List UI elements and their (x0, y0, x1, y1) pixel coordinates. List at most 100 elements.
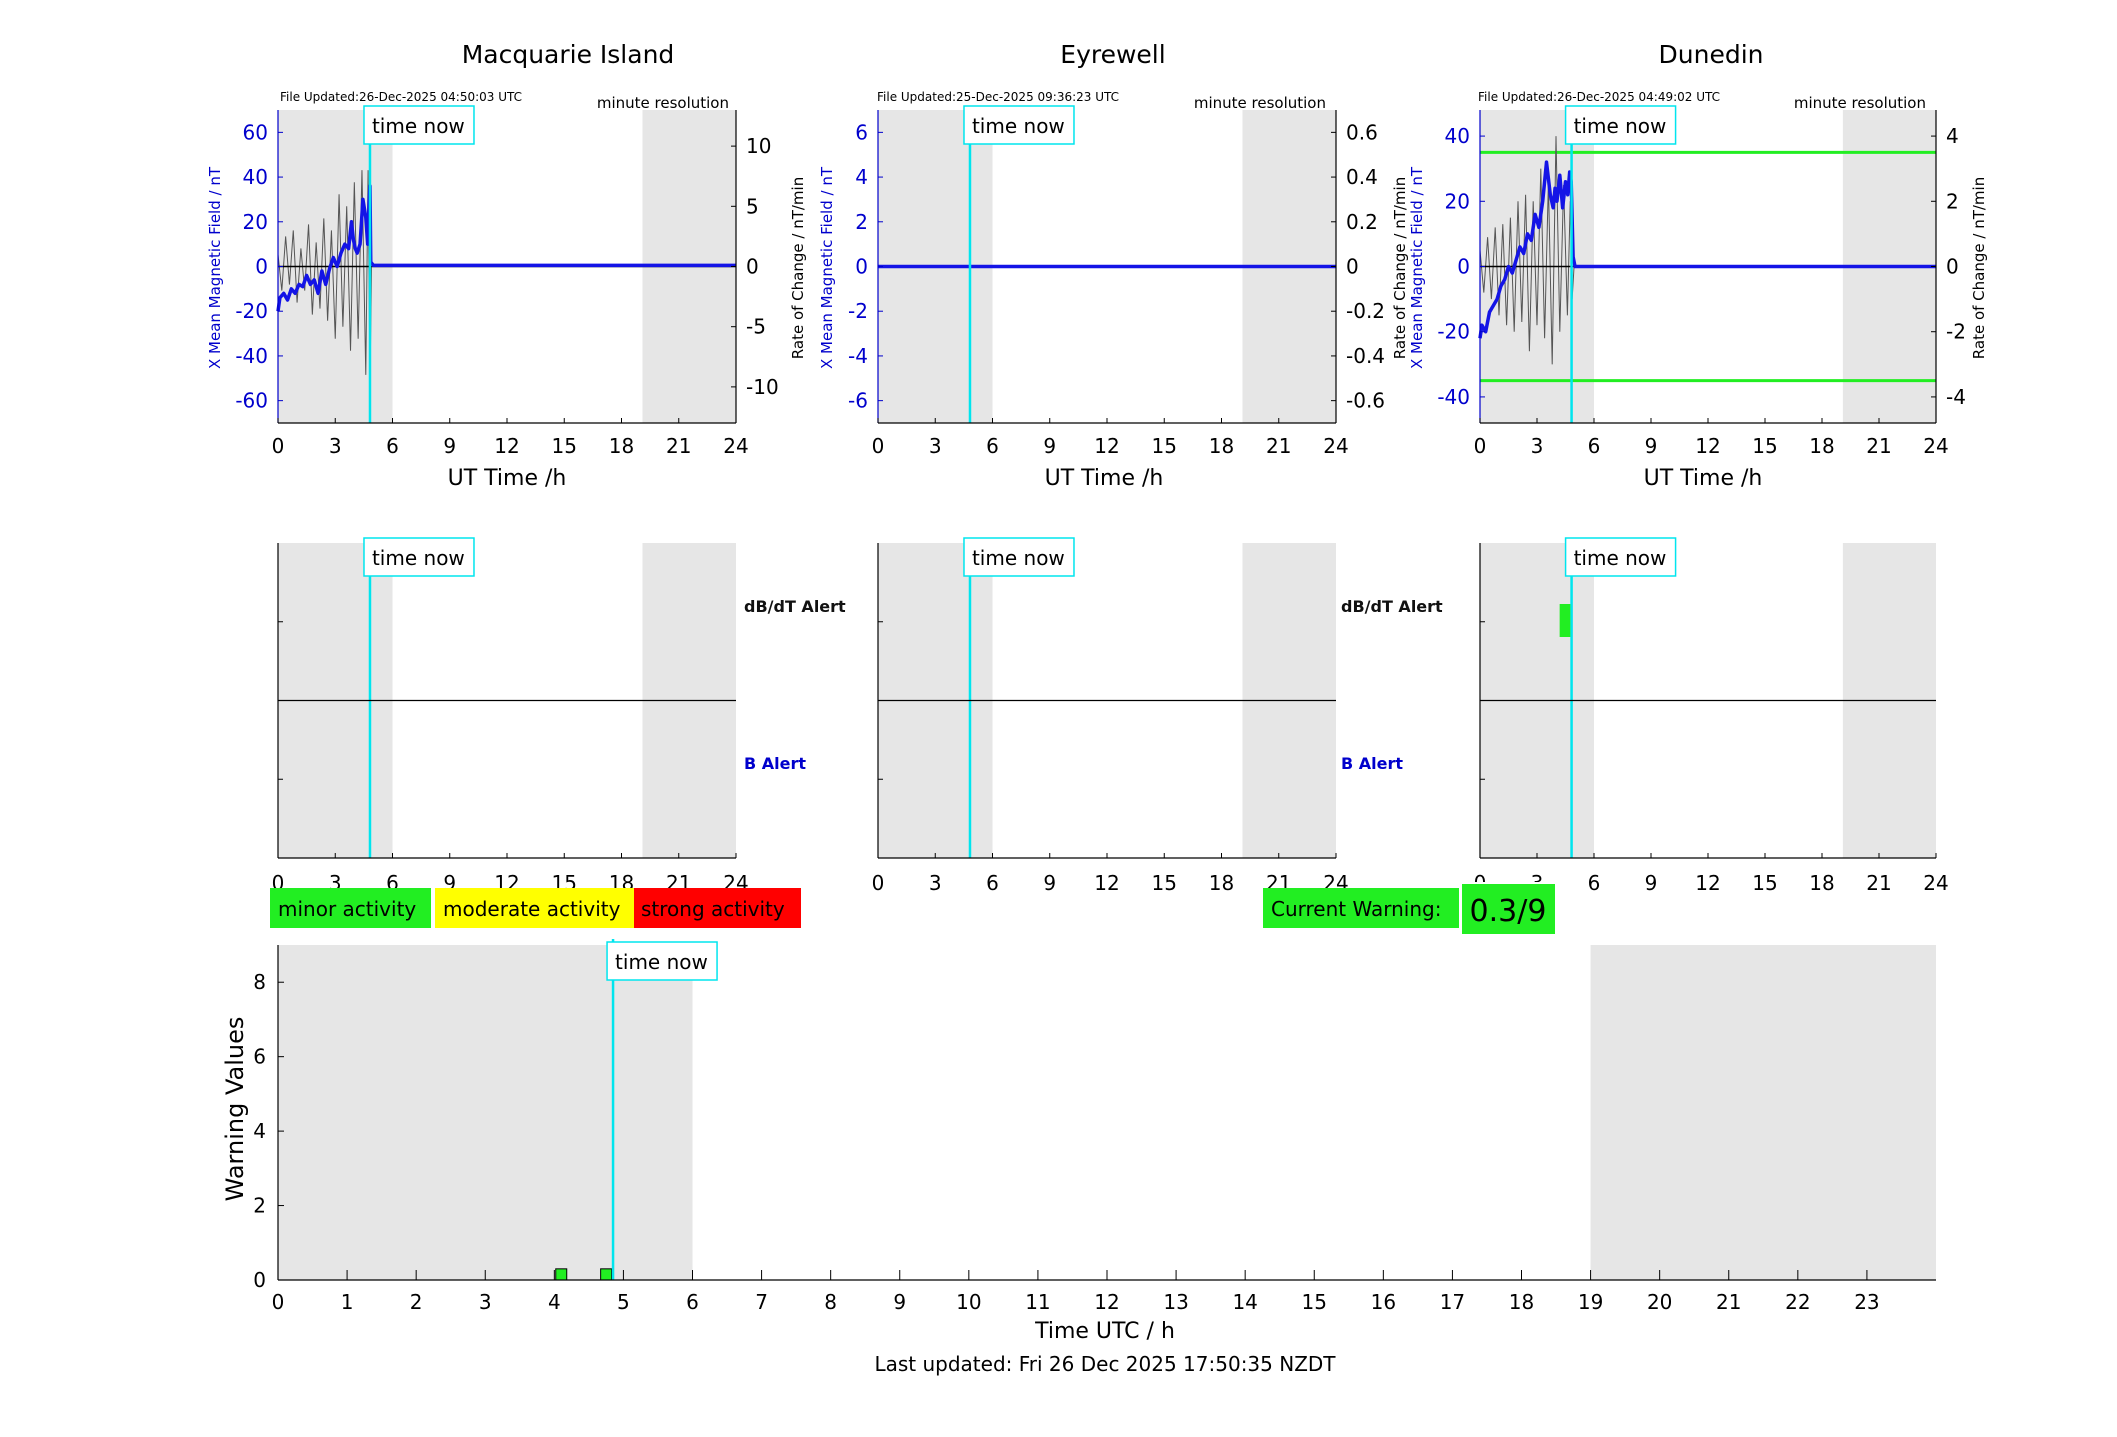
time-now-label: time now (372, 114, 465, 138)
x-tick-label: 9 (1043, 871, 1056, 895)
station-title: Eyrewell (1060, 40, 1165, 69)
y-tick-label-left: 60 (243, 120, 268, 144)
x-tick-label: 3 (329, 434, 342, 458)
station-title: Dunedin (1659, 40, 1764, 69)
y-tick-label-left: 0 (1457, 255, 1470, 279)
warning-y-tick-label: 0 (253, 1268, 266, 1292)
x-tick-label: 15 (552, 434, 577, 458)
warning-x-tick-label: 14 (1232, 1290, 1257, 1314)
warning-y-tick-label: 2 (253, 1194, 266, 1218)
x-tick-label: 6 (986, 434, 999, 458)
y-tick-label-left: 2 (855, 210, 868, 234)
y-tick-label-left: -6 (848, 389, 868, 413)
y-tick-label-right: -4 (1946, 385, 1966, 409)
x-tick-label: 12 (1695, 434, 1720, 458)
legend-strong-label: strong activity (641, 897, 785, 921)
y-tick-label-right: -0.6 (1346, 389, 1385, 413)
x-tick-label: 0 (1474, 434, 1487, 458)
y-tick-label-left: 0 (855, 255, 868, 279)
y-tick-label-left: -40 (1437, 385, 1470, 409)
warning-x-tick-label: 23 (1854, 1290, 1879, 1314)
x-tick-label: 21 (1866, 434, 1891, 458)
warning-x-tick-label: 10 (956, 1290, 981, 1314)
x-tick-label: 15 (1152, 871, 1177, 895)
legend-strong-swatch (634, 888, 801, 928)
x-tick-label: 21 (1866, 871, 1891, 895)
dbdt-alert-mark (1559, 604, 1566, 637)
x-tick-label: 12 (494, 434, 519, 458)
y-tick-label-right: -0.4 (1346, 344, 1385, 368)
y-tick-label-left: 4 (855, 165, 868, 189)
y-tick-label-right: 0 (1346, 255, 1359, 279)
x-tick-label: 15 (1152, 434, 1177, 458)
x-tick-label: 3 (1531, 434, 1544, 458)
x-tick-label: 15 (1752, 871, 1777, 895)
current-warning: Current Warning: 0.3/9 (1263, 882, 1557, 936)
x-tick-label: 18 (1209, 434, 1234, 458)
x-tick-label: 18 (1809, 871, 1834, 895)
night-shade (1590, 945, 1936, 1280)
resolution-label: minute resolution (1794, 94, 1926, 112)
x-tick-label: 24 (1323, 434, 1348, 458)
current-warning-label-box (1263, 888, 1459, 928)
time-now-label: time now (615, 950, 708, 974)
warning-bar (555, 1268, 568, 1281)
y-tick-label-right: -0.2 (1346, 299, 1385, 323)
y-tick-label-right: 0.6 (1346, 120, 1378, 144)
time-now-box-alert: time now (363, 537, 475, 577)
dbdt-alert-label: dB/dT Alert (744, 597, 846, 616)
x-axis-label: UT Time /h (1644, 466, 1763, 491)
time-now-box-top: time now (1564, 105, 1677, 145)
x-tick-label: 24 (723, 434, 748, 458)
x-tick-label: 0 (872, 434, 885, 458)
warning-x-axis-label: Time UTC / h (1034, 1319, 1175, 1344)
warning-x-tick-label: 19 (1578, 1290, 1603, 1314)
warning-y-tick-label: 8 (253, 970, 266, 994)
time-now-box (963, 537, 1075, 577)
y-tick-label-right: 0 (746, 255, 759, 279)
x-tick-label: 9 (1645, 434, 1658, 458)
magnetic-field-series (1478, 160, 1936, 339)
night-shade (278, 945, 693, 1280)
y-tick-label-left: -4 (848, 344, 868, 368)
x-tick-label: 15 (1752, 434, 1777, 458)
x-tick-label: 24 (1923, 871, 1948, 895)
y-tick-label-right: -10 (746, 375, 779, 399)
y-tick-label-right: -2 (1946, 320, 1966, 344)
legend-minor-label: minor activity (278, 897, 416, 921)
resolution-label: minute resolution (1194, 94, 1326, 112)
y-tick-label-left: 20 (243, 210, 268, 234)
y-tick-label-right: -5 (746, 315, 766, 339)
y-axis-label-right: Rate of Change / nT/min (789, 177, 807, 359)
timeseries-plot: -60 -40 -20 0 20 40 60 -10 -5 0 5 10 0 3 6 9 12 15 18 21 24 (235, 110, 779, 458)
warning-y-axis-label: Warning Values (221, 1017, 249, 1202)
file-updated-label: File Updated:26-Dec-2025 04:49:02 UTC (1478, 90, 1720, 104)
y-axis-label-right: Rate of Change / nT/min (1970, 177, 1988, 359)
time-now-label: time now (372, 546, 465, 570)
legend-moderate-label: moderate activity (443, 897, 621, 921)
warning-x-tick-label: 8 (824, 1290, 837, 1314)
x-tick-label: 21 (666, 434, 691, 458)
y-tick-label-left: 20 (1445, 189, 1470, 213)
y-tick-label-left: 0 (255, 255, 268, 279)
warning-x-tick-label: 7 (755, 1290, 768, 1314)
x-tick-label: 12 (1695, 871, 1720, 895)
dbdt-alert-mark (1564, 604, 1571, 637)
y-tick-label-right: 0 (1946, 255, 1959, 279)
warning-x-tick-label: 9 (893, 1290, 906, 1314)
time-now-box-alert: time now (963, 537, 1075, 577)
y-tick-label-left: -20 (1437, 320, 1470, 344)
warning-x-tick-label: 21 (1716, 1290, 1741, 1314)
time-now-box-warning: time now (606, 941, 718, 981)
y-tick-label-right: 0.2 (1346, 210, 1378, 234)
warning-x-tick-label: 0 (272, 1290, 285, 1314)
activity-legend: minor activity moderate activity strong … (270, 888, 801, 928)
y-tick-label-right: 10 (746, 134, 771, 158)
warning-x-tick-label: 1 (341, 1290, 354, 1314)
y-tick-label-left: 40 (243, 165, 268, 189)
